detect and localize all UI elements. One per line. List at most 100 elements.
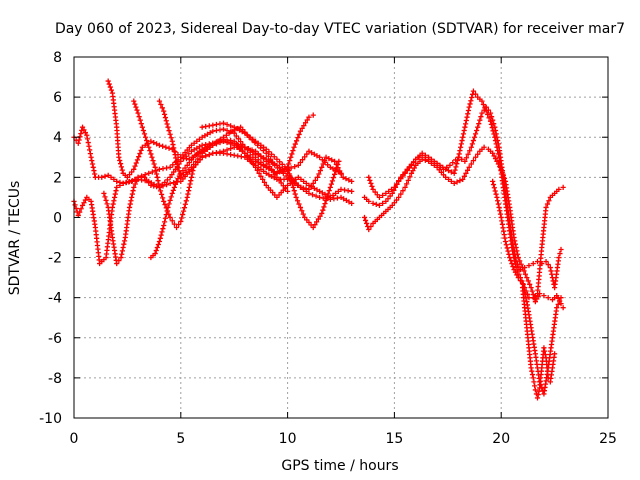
data-point-sample (491, 185, 497, 191)
data-point-sample (218, 136, 224, 142)
data-point (161, 222, 167, 229)
data-point-sample (107, 84, 113, 90)
data-point-sample (117, 157, 123, 164)
data-point-sample (164, 177, 171, 183)
data-point-sample (166, 201, 172, 207)
data-point-sample (315, 216, 321, 222)
data-point (163, 144, 169, 150)
data-point-sample (260, 176, 266, 182)
data-point-sample (249, 137, 255, 143)
data-point-sample (299, 125, 305, 131)
data-point-sample (164, 208, 170, 214)
data-point-sample (282, 164, 288, 170)
data-point-sample (545, 261, 551, 268)
data-point (199, 124, 205, 130)
data-point-sample (133, 160, 139, 166)
data-point (490, 178, 496, 184)
data-point-sample (159, 105, 165, 111)
data-point-sample (171, 145, 177, 151)
data-point-sample (492, 156, 499, 162)
data-point-sample (193, 152, 200, 158)
data-point-sample (183, 156, 190, 162)
data-point-sample (445, 168, 452, 174)
data-point (560, 184, 566, 190)
data-point-sample (118, 164, 125, 170)
data-point-sample (186, 151, 192, 157)
data-point (169, 138, 175, 144)
data-point-sample (119, 251, 125, 257)
data-point-sample (288, 178, 294, 184)
data-point-sample (529, 368, 535, 374)
data-point-sample (258, 161, 264, 167)
data-point (402, 184, 408, 190)
data-point (139, 124, 145, 130)
data-point (479, 110, 485, 116)
data-point-sample (194, 138, 200, 144)
data-point (541, 293, 547, 299)
data-point-sample (268, 151, 275, 157)
data-point (124, 174, 130, 180)
data-point-sample (108, 174, 114, 180)
data-point-sample (102, 194, 108, 200)
data-point-sample (312, 177, 318, 183)
data-point-sample (224, 139, 230, 145)
data-point-sample (204, 146, 211, 152)
data-point-sample (158, 101, 164, 108)
data-point (141, 174, 148, 180)
data-point-sample (224, 151, 230, 157)
data-point-sample (276, 169, 283, 175)
data-point-sample (335, 169, 341, 175)
data-point-sample (493, 191, 499, 197)
data-point (455, 154, 462, 160)
data-point (528, 365, 534, 371)
data-point-sample (471, 134, 478, 140)
data-point-sample (154, 244, 160, 251)
data-point-sample (477, 117, 483, 123)
data-point-sample (286, 171, 293, 177)
data-point-sample (76, 137, 82, 143)
data-point-sample (265, 153, 271, 159)
data-point-sample (164, 121, 170, 127)
data-point-sample (458, 144, 464, 150)
data-point-sample (488, 121, 494, 127)
data-point-sample (104, 201, 110, 207)
data-point-sample (169, 172, 175, 178)
data-point-sample (145, 141, 151, 147)
data-point-sample (268, 159, 275, 165)
data-point-sample (176, 221, 182, 228)
data-point (188, 164, 195, 170)
data-point-sample (203, 153, 209, 159)
data-point-sample (236, 127, 243, 133)
data-point-sample (196, 144, 203, 150)
data-point-sample (512, 269, 519, 275)
data-point-sample (235, 141, 241, 148)
data-point (220, 138, 227, 144)
data-point (274, 156, 280, 162)
data-point-sample (480, 101, 486, 108)
data-point-sample (154, 174, 160, 180)
data-point-sample (276, 177, 282, 183)
data-point-sample (288, 154, 294, 160)
data-point-sample (270, 169, 276, 175)
data-point (483, 108, 489, 114)
y-axis-label: SDTVAR / TECUs (7, 181, 23, 296)
data-point-sample (396, 178, 402, 184)
data-point-sample (497, 208, 503, 214)
data-point-sample (160, 226, 166, 232)
data-point-sample (476, 121, 482, 127)
data-point-sample (298, 184, 304, 190)
data-point-sample (333, 167, 339, 173)
data-point (184, 194, 190, 200)
data-point (167, 164, 173, 170)
data-point (116, 154, 122, 160)
data-point-sample (496, 204, 502, 211)
data-point-sample (81, 127, 87, 133)
data-point-sample (301, 178, 307, 184)
data-point (79, 124, 86, 130)
data-point (118, 254, 124, 261)
x-tick-label: 25 (599, 431, 617, 447)
data-point-sample (457, 147, 463, 154)
data-point-sample (491, 131, 497, 137)
data-point (522, 264, 528, 271)
data-point-sample (168, 194, 174, 200)
